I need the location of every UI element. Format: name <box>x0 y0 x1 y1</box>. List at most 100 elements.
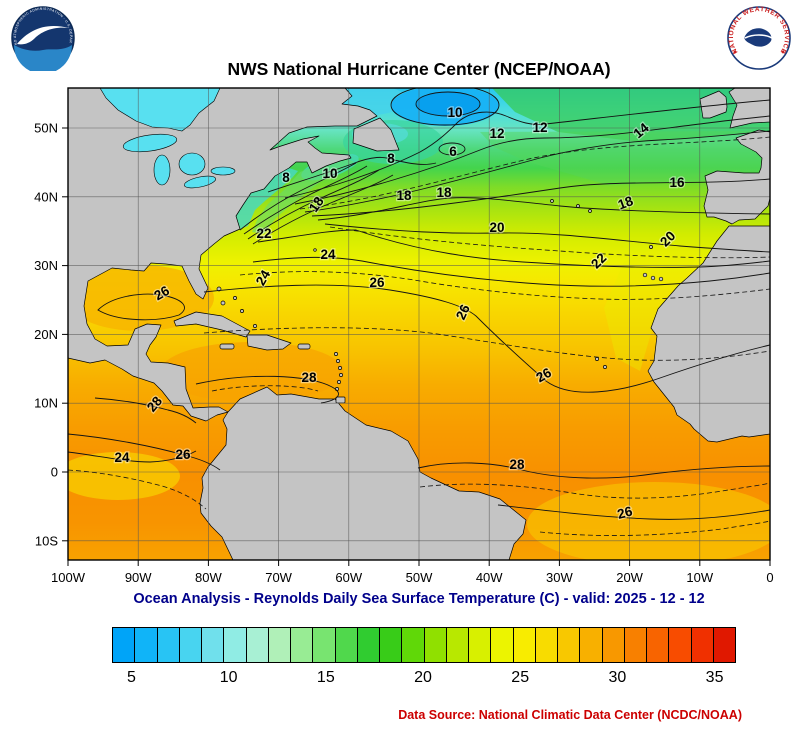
isotherm-value-label: 18 <box>616 193 636 212</box>
isotherm-26-gulf <box>97 293 185 321</box>
colorbar-cell <box>469 628 492 662</box>
isotherm-22 <box>257 229 770 268</box>
isotherm-value-label: 22 <box>256 226 271 241</box>
isotherm-value-label: 10 <box>322 166 337 181</box>
cold-patch-core <box>416 92 480 116</box>
colorbar-cell <box>602 628 625 662</box>
isotherm-24-pacific <box>68 450 197 463</box>
colorbar-cell <box>291 628 314 662</box>
inland-water-layer <box>99 88 236 189</box>
colorbar-cell <box>113 628 136 662</box>
isotherm-value-label: 24 <box>320 247 336 262</box>
colorbar-cell <box>424 628 447 662</box>
noaa-gull-icon <box>17 25 69 45</box>
lon-tick-label: 30W <box>546 570 573 585</box>
lat-tick-label: 20N <box>34 327 58 342</box>
isotherm-value-label: 28 <box>509 457 525 472</box>
land-puerto-rico <box>297 343 311 350</box>
gulf-stream-front-1 <box>239 162 357 231</box>
isotherm-28-equatorial <box>417 462 770 479</box>
lake-erie <box>184 175 216 189</box>
land-africa <box>647 225 770 443</box>
map-caption: Ocean Analysis - Reynolds Daily Sea Surf… <box>133 591 705 607</box>
shelf-cold-band <box>236 168 298 229</box>
gulf-stream-front-2 <box>243 165 368 235</box>
noaa-logo[interactable]: NATIONAL OCEANIC AND ATMOSPHERIC ADMINIS… <box>10 5 76 74</box>
isotherm-value-label: 6 <box>449 144 457 159</box>
noaa-logo-icon: NATIONAL OCEANIC AND ATMOSPHERIC ADMINIS… <box>11 6 75 74</box>
nws-logo[interactable]: NATIONAL WEATHER SERVICE <box>726 5 792 71</box>
isotherm-value-label: 28 <box>301 370 317 385</box>
isotherm-24 <box>252 256 770 287</box>
isotherm-layer <box>68 88 770 536</box>
isotherm-value-label: 20 <box>489 220 504 235</box>
bahamas-islands <box>216 286 257 328</box>
colorbar-cell <box>491 628 514 662</box>
isotherm-dashed-27 <box>203 327 770 361</box>
colorbar-cell <box>246 628 269 662</box>
colorbar-tick-label: 25 <box>511 669 530 686</box>
isotherm-value-label: 18 <box>436 185 452 200</box>
colorbar-cell <box>402 628 425 662</box>
nws-logo-wave <box>744 34 773 39</box>
land-newfoundland <box>352 117 400 152</box>
isotherm-28-west-pacific <box>94 397 197 424</box>
isotherm-value-label: 8 <box>387 151 395 166</box>
isotherm-20 <box>324 223 770 253</box>
colorbar-cell <box>202 628 225 662</box>
lon-tick-label: 10W <box>686 570 713 585</box>
ne-atlantic-green-2 <box>480 131 770 185</box>
lat-tick-label: 0 <box>51 465 58 480</box>
isotherm-14 <box>304 130 770 213</box>
isotherm-value-label: 12 <box>532 120 547 135</box>
isotherm-16 <box>311 178 770 217</box>
lat-tick-label: 40N <box>34 189 58 204</box>
nws-logo-star-left <box>733 50 737 54</box>
colorbar-tick-label: 35 <box>705 669 724 686</box>
isotherm-26-south-atlantic <box>497 504 770 520</box>
isotherm-dashed-south-atlantic <box>539 520 770 536</box>
cold-eddy-contour-6 <box>438 142 466 156</box>
colorbar-cell <box>357 628 380 662</box>
caribbean-warm <box>160 342 344 402</box>
colorbar-cell <box>647 628 670 662</box>
east-atlantic-islands <box>313 199 664 369</box>
colorbar-cell <box>335 628 358 662</box>
gulf-stream-front-4 <box>252 174 394 245</box>
colorbar-tick-label: 5 <box>126 669 136 686</box>
colorbar-cell <box>179 628 202 662</box>
land-trinidad <box>335 396 346 404</box>
isotherm-value-label: 24 <box>114 450 130 465</box>
map-frame <box>67 87 771 561</box>
land-hispaniola <box>246 334 292 351</box>
colorbar-cell <box>624 628 647 662</box>
hudson-bay <box>99 88 221 132</box>
colorbar-cell <box>446 628 469 662</box>
colorbar-cell <box>157 628 180 662</box>
lake-michigan <box>153 154 171 186</box>
lon-tick-label: 50W <box>406 570 433 585</box>
lake-ontario <box>210 166 236 176</box>
land-layer <box>68 88 770 560</box>
colorbar-cell <box>580 628 603 662</box>
lon-tick-label: 20W <box>616 570 643 585</box>
lon-tick-label: 90W <box>125 570 152 585</box>
isotherm-dashed-equator <box>419 482 770 499</box>
gulf-stream-front-3 <box>247 169 380 240</box>
colorbar-cell <box>535 628 558 662</box>
colorbar-tick-label: 30 <box>608 669 627 686</box>
isotherm-dashed-28-5 <box>211 385 319 392</box>
lon-tick-label: 0 <box>766 570 773 585</box>
lat-tick-label: 30N <box>34 258 58 273</box>
colorbar-cell <box>268 628 291 662</box>
isotherm-12 <box>294 115 770 205</box>
colorbar-labels: 5 10 15 20 25 30 35 <box>112 669 734 691</box>
isotherm-value-label: 26 <box>369 275 385 290</box>
land-jamaica <box>219 343 235 350</box>
isotherm-value-label: 12 <box>489 126 504 141</box>
cold-eddy-contour-inner <box>415 91 481 117</box>
nws-logo-star-right <box>781 50 785 54</box>
lat-tick-label: 10S <box>35 533 58 548</box>
land-ireland <box>699 90 728 119</box>
